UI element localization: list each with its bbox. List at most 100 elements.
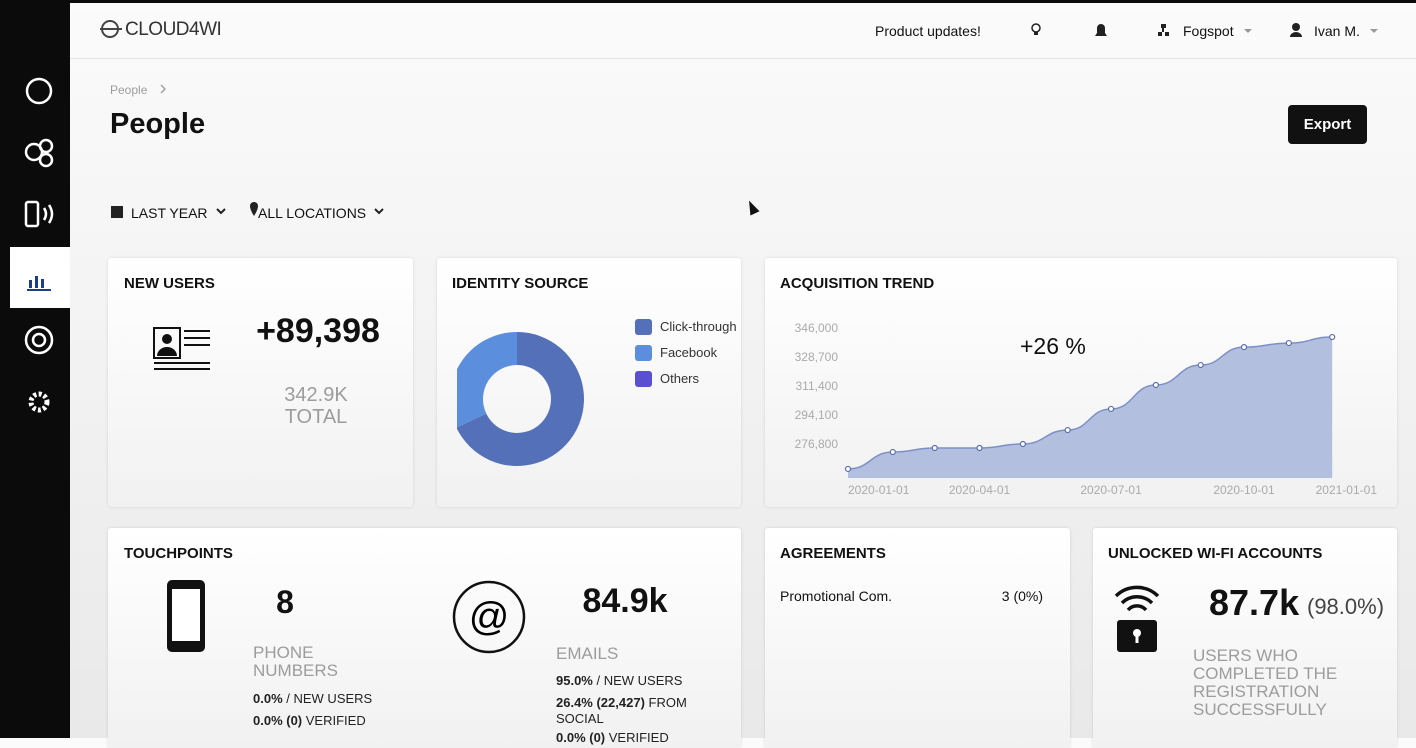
wifi-lock-icon xyxy=(1114,585,1160,652)
settings-icon[interactable] xyxy=(28,391,50,413)
stat-text: / NEW USERS xyxy=(286,691,373,706)
card-title: UNLOCKED WI-FI ACCOUNTS xyxy=(1108,545,1323,562)
agreement-name: Promotional Com. xyxy=(780,588,893,604)
legend-label: Facebook xyxy=(660,345,718,360)
legend-label: Click-through xyxy=(660,319,737,334)
x-tick-label: 2020-04-01 xyxy=(949,483,1011,497)
email-count: 84.9k xyxy=(582,582,668,620)
total-value: 342.9K xyxy=(284,384,348,406)
legend-swatch xyxy=(635,319,652,335)
stat-value: 0.0% (0) xyxy=(253,713,303,728)
donut xyxy=(457,332,584,466)
phone-count: 8 xyxy=(276,584,294,620)
email-icon: @ xyxy=(452,580,526,654)
x-tick-label: 2021-01-01 xyxy=(1316,483,1378,497)
phone-stat: 0.0% (0) VERIFIED xyxy=(253,713,366,728)
email-stat: 95.0% / NEW USERS xyxy=(556,673,682,688)
point xyxy=(1197,361,1204,369)
id-card-icon xyxy=(153,327,210,370)
target-icon[interactable] xyxy=(24,325,54,355)
dashboard-icon[interactable] xyxy=(25,77,53,105)
org-icon xyxy=(1158,24,1169,36)
point xyxy=(1329,333,1336,341)
point xyxy=(1064,426,1071,434)
sidebar-icons xyxy=(24,77,54,413)
analytics-icon[interactable] xyxy=(27,276,51,291)
total-label: TOTAL xyxy=(284,406,348,428)
y-tick-label: 294,100 xyxy=(795,408,839,422)
point xyxy=(1107,405,1115,413)
new-users-count: +89,398 xyxy=(256,312,380,350)
x-tick-label: 2020-07-01 xyxy=(1080,483,1142,497)
agreement-value: 3 (0%) xyxy=(1001,588,1043,604)
card-title: NEW USERS xyxy=(124,275,215,292)
breadcrumb[interactable]: People xyxy=(110,83,148,97)
point xyxy=(931,444,938,452)
y-tick-label: 346,000 xyxy=(795,321,839,335)
agreements-card xyxy=(765,528,1070,748)
x-tick-label: 2020-10-01 xyxy=(1213,483,1275,497)
page-title: People xyxy=(110,108,206,140)
filter-icons xyxy=(111,202,384,218)
legend-swatch xyxy=(635,345,652,361)
y-tick-label: 276,800 xyxy=(795,437,839,451)
phone-stat: 0.0% / NEW USERS xyxy=(253,691,372,706)
area xyxy=(848,337,1333,478)
y-tick-label: 328,700 xyxy=(795,350,839,364)
legend-swatch xyxy=(635,371,652,387)
point xyxy=(976,444,983,452)
stat-text: / NEW USERS xyxy=(596,673,683,688)
new-users-card xyxy=(108,258,413,507)
donut-slice xyxy=(457,332,584,466)
stat-value: 95.0% xyxy=(556,673,593,688)
caret xyxy=(1244,29,1252,33)
sidebar xyxy=(0,0,70,738)
point xyxy=(1240,344,1248,351)
email-stat: 26.4% (22,427) FROM SOCIAL xyxy=(556,695,706,727)
touch-icons xyxy=(167,580,205,652)
bell-icon[interactable] xyxy=(1095,24,1107,36)
sidebar-active xyxy=(10,247,70,308)
point xyxy=(844,465,852,473)
card-title: IDENTITY SOURCE xyxy=(452,275,589,292)
logo[interactable]: CLOUD4WI xyxy=(125,19,222,40)
unlocked-count: 87.7k xyxy=(1209,582,1300,623)
org-menu[interactable]: Fogspot xyxy=(1183,23,1234,39)
stat-text: FROM SOCIAL xyxy=(556,695,687,726)
stat-text: VERIFIED xyxy=(305,713,366,728)
top-border xyxy=(0,0,1416,3)
point xyxy=(1285,339,1292,347)
y-tick-label: 311,400 xyxy=(796,379,839,393)
header-divider xyxy=(70,58,1416,59)
header-icons xyxy=(1031,23,1378,37)
period-filter[interactable]: LAST YEAR xyxy=(131,205,208,221)
user-icon xyxy=(1292,23,1300,31)
identity-card xyxy=(437,258,741,507)
stat-value: 26.4% (22,427) xyxy=(556,695,645,710)
legend-label: Others xyxy=(660,371,700,386)
caret xyxy=(1370,29,1378,33)
card-title: ACQUISITION TREND xyxy=(780,275,935,292)
point xyxy=(1152,381,1159,389)
x-tick-label: 2020-01-01 xyxy=(848,483,910,497)
trend-annotation: +26 % xyxy=(1020,333,1086,359)
phone-label: PHONE NUMBERS xyxy=(253,643,339,680)
unlocked-percent: (98.0%) xyxy=(1307,594,1385,619)
product-updates[interactable]: Product updates! xyxy=(875,23,981,39)
export-button[interactable]: Export xyxy=(1288,105,1367,144)
email-label: EMAILS xyxy=(556,644,619,663)
card-title: TOUCHPOINTS xyxy=(124,545,233,562)
breadcrumb-chevron xyxy=(160,84,166,94)
point xyxy=(889,448,896,456)
stat-value: 0.0% xyxy=(253,691,283,706)
unlocked-description: USERS WHO COMPLETED THE REGISTRATION SUC… xyxy=(1193,646,1338,719)
card-title: AGREEMENTS xyxy=(780,545,886,562)
logo-icon xyxy=(100,20,122,38)
devices-icon[interactable] xyxy=(24,200,40,228)
user-menu[interactable]: Ivan M. xyxy=(1314,23,1360,39)
point xyxy=(1019,440,1026,448)
svg-text:@: @ xyxy=(469,595,510,639)
location-filter[interactable]: ALL LOCATIONS xyxy=(258,205,367,221)
